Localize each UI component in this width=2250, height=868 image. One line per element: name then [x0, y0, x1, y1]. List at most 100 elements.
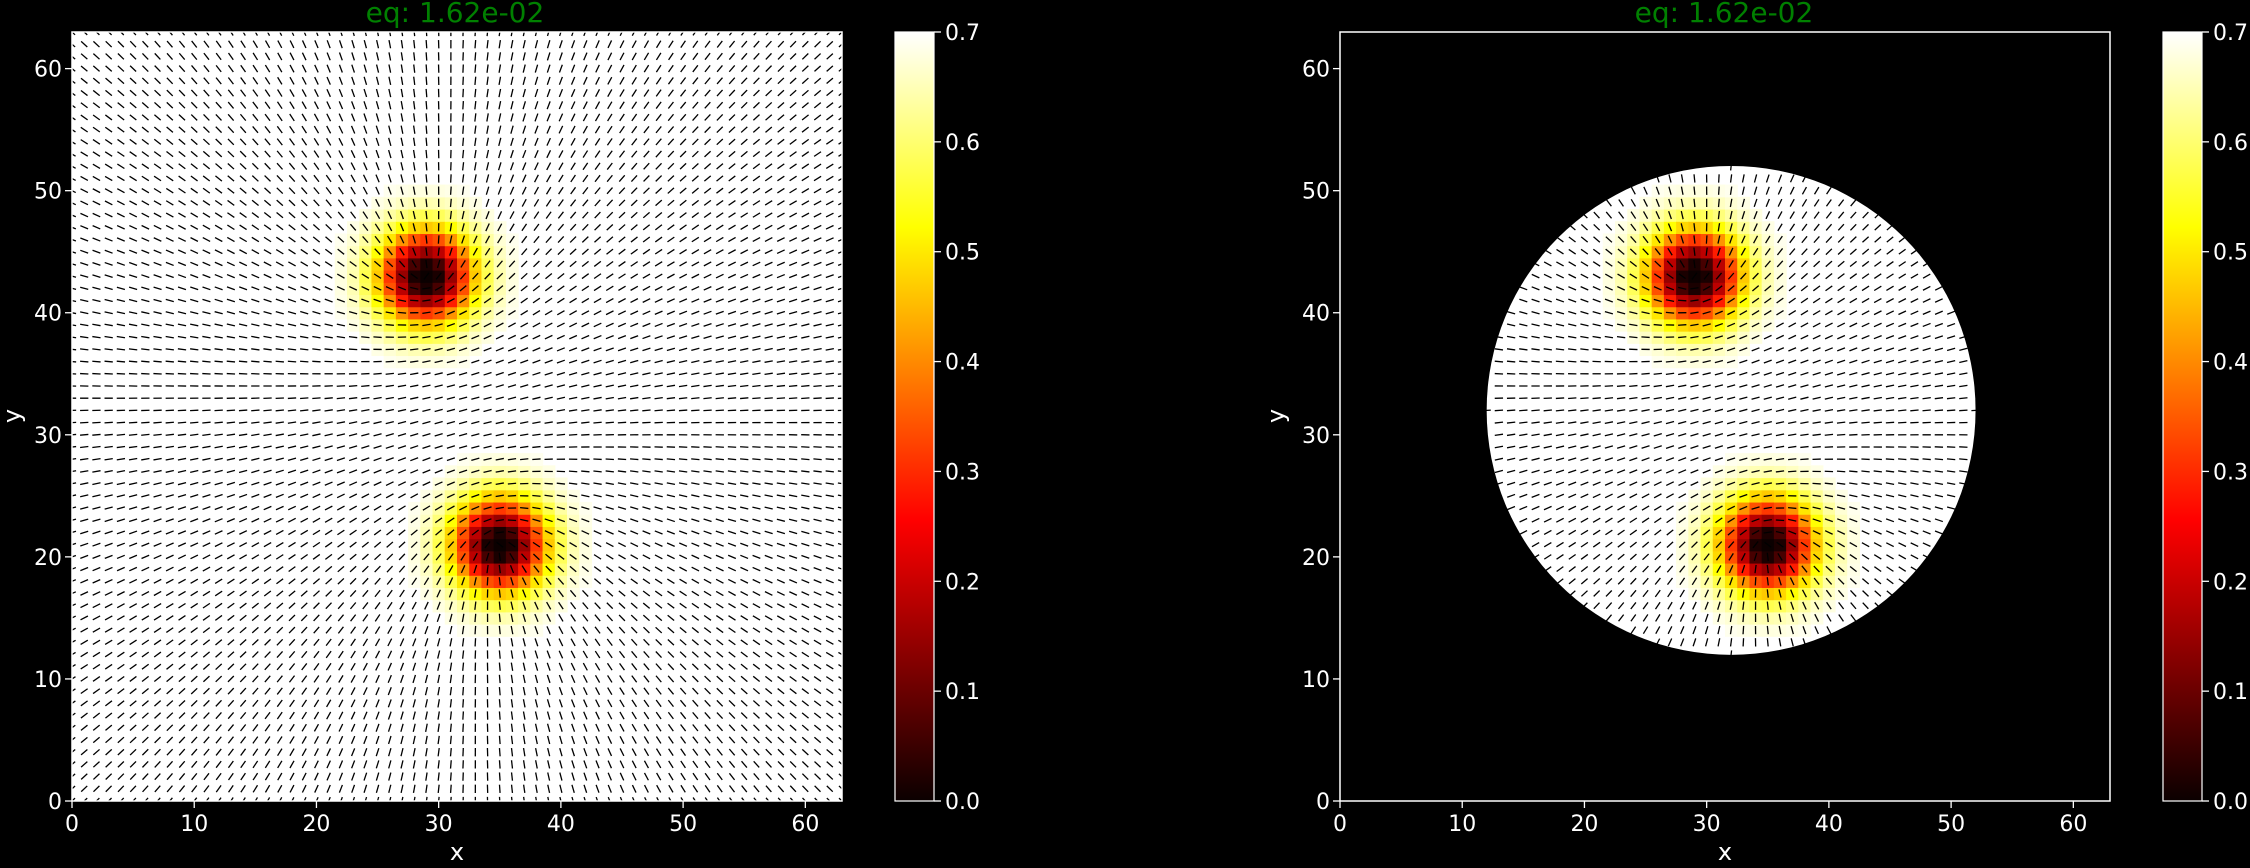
director-segment [105, 434, 113, 435]
director-segment [499, 675, 500, 683]
director-segment [642, 459, 650, 460]
director-segment [463, 138, 464, 146]
director-segment [251, 410, 259, 411]
director-segment [337, 398, 345, 399]
director-segment [520, 508, 528, 509]
director-segment [239, 410, 247, 411]
director-segment [508, 483, 516, 484]
director-segment [373, 373, 381, 374]
left-colorbar-gradient [895, 32, 934, 801]
director-segment [801, 398, 809, 399]
director-segment [532, 495, 540, 496]
director-segment [166, 361, 174, 362]
director-segment [349, 349, 357, 350]
director-segment [499, 650, 500, 658]
director-segment [520, 471, 528, 472]
director-segment [337, 386, 345, 387]
director-segment [92, 361, 100, 362]
director-segment [117, 361, 125, 362]
director-segment [499, 724, 500, 732]
director-segment [451, 772, 452, 780]
director-segment [426, 162, 427, 170]
director-segment [178, 361, 186, 362]
director-segment [716, 459, 724, 460]
director-segment [463, 113, 464, 121]
director-segment [630, 459, 638, 460]
x-tick-label: 50 [669, 812, 697, 837]
left-colorbar: 0.00.10.20.30.40.50.60.7 [895, 21, 980, 815]
director-segment [129, 361, 137, 362]
director-segment [153, 434, 161, 435]
director-segment [813, 398, 821, 399]
director-segment [679, 459, 687, 460]
director-segment [765, 386, 773, 387]
director-segment [499, 772, 500, 780]
director-segment [190, 422, 198, 423]
director-segment [463, 663, 464, 671]
colorbar-tick-label: 0.0 [945, 790, 980, 815]
director-segment [426, 126, 427, 134]
director-segment [593, 471, 601, 472]
director-segment [450, 711, 451, 719]
director-segment [826, 386, 834, 387]
y-tick-label: 60 [34, 58, 62, 83]
director-segment [426, 52, 427, 60]
director-segment [117, 434, 125, 435]
director-segment [557, 483, 565, 484]
director-segment [655, 410, 663, 411]
director-segment [606, 459, 614, 460]
director-segment [463, 126, 464, 134]
director-segment [463, 101, 464, 109]
director-segment [386, 361, 394, 362]
director-segment [312, 361, 320, 362]
director-segment [426, 199, 427, 207]
director-segment [451, 748, 452, 756]
director-segment [251, 361, 259, 362]
director-segment [202, 361, 210, 362]
director-segment [789, 459, 797, 460]
director-segment [361, 386, 369, 387]
director-segment [1531, 410, 1539, 411]
director-segment [288, 361, 296, 362]
director-segment [508, 496, 516, 497]
director-segment [593, 422, 601, 423]
director-segment [728, 398, 736, 399]
left-plot-title: eq: 1.62e-02 [366, 0, 545, 29]
director-segment [227, 361, 235, 362]
director-segment [1544, 410, 1552, 411]
director-segment [288, 398, 296, 399]
director-segment [655, 459, 663, 460]
director-segment [438, 785, 439, 793]
director-segment [765, 398, 773, 399]
director-segment [618, 422, 626, 423]
director-segment [532, 447, 540, 448]
director-segment [105, 361, 113, 362]
director-segment [92, 422, 100, 423]
director-segment [426, 174, 427, 182]
director-segment [141, 434, 149, 435]
director-segment [1531, 361, 1539, 362]
director-segment [1495, 422, 1503, 423]
director-segment [117, 422, 125, 423]
director-segment [499, 626, 500, 634]
director-segment [801, 459, 809, 460]
y-tick-label: 50 [34, 180, 62, 205]
director-segment [426, 150, 427, 158]
director-segment [475, 101, 476, 109]
director-segment [545, 483, 553, 484]
director-segment [276, 361, 284, 362]
director-segment [740, 459, 748, 460]
director-segment [581, 422, 589, 423]
director-segment [202, 422, 210, 423]
director-segment [487, 577, 488, 585]
x-tick-label: 40 [547, 812, 575, 837]
director-segment [557, 434, 565, 435]
director-segment [499, 711, 500, 719]
director-segment [813, 386, 821, 387]
director-segment [1495, 410, 1503, 411]
director-segment [728, 459, 736, 460]
director-segment [312, 398, 320, 399]
x-tick-label: 20 [302, 812, 330, 837]
director-segment [499, 736, 500, 744]
